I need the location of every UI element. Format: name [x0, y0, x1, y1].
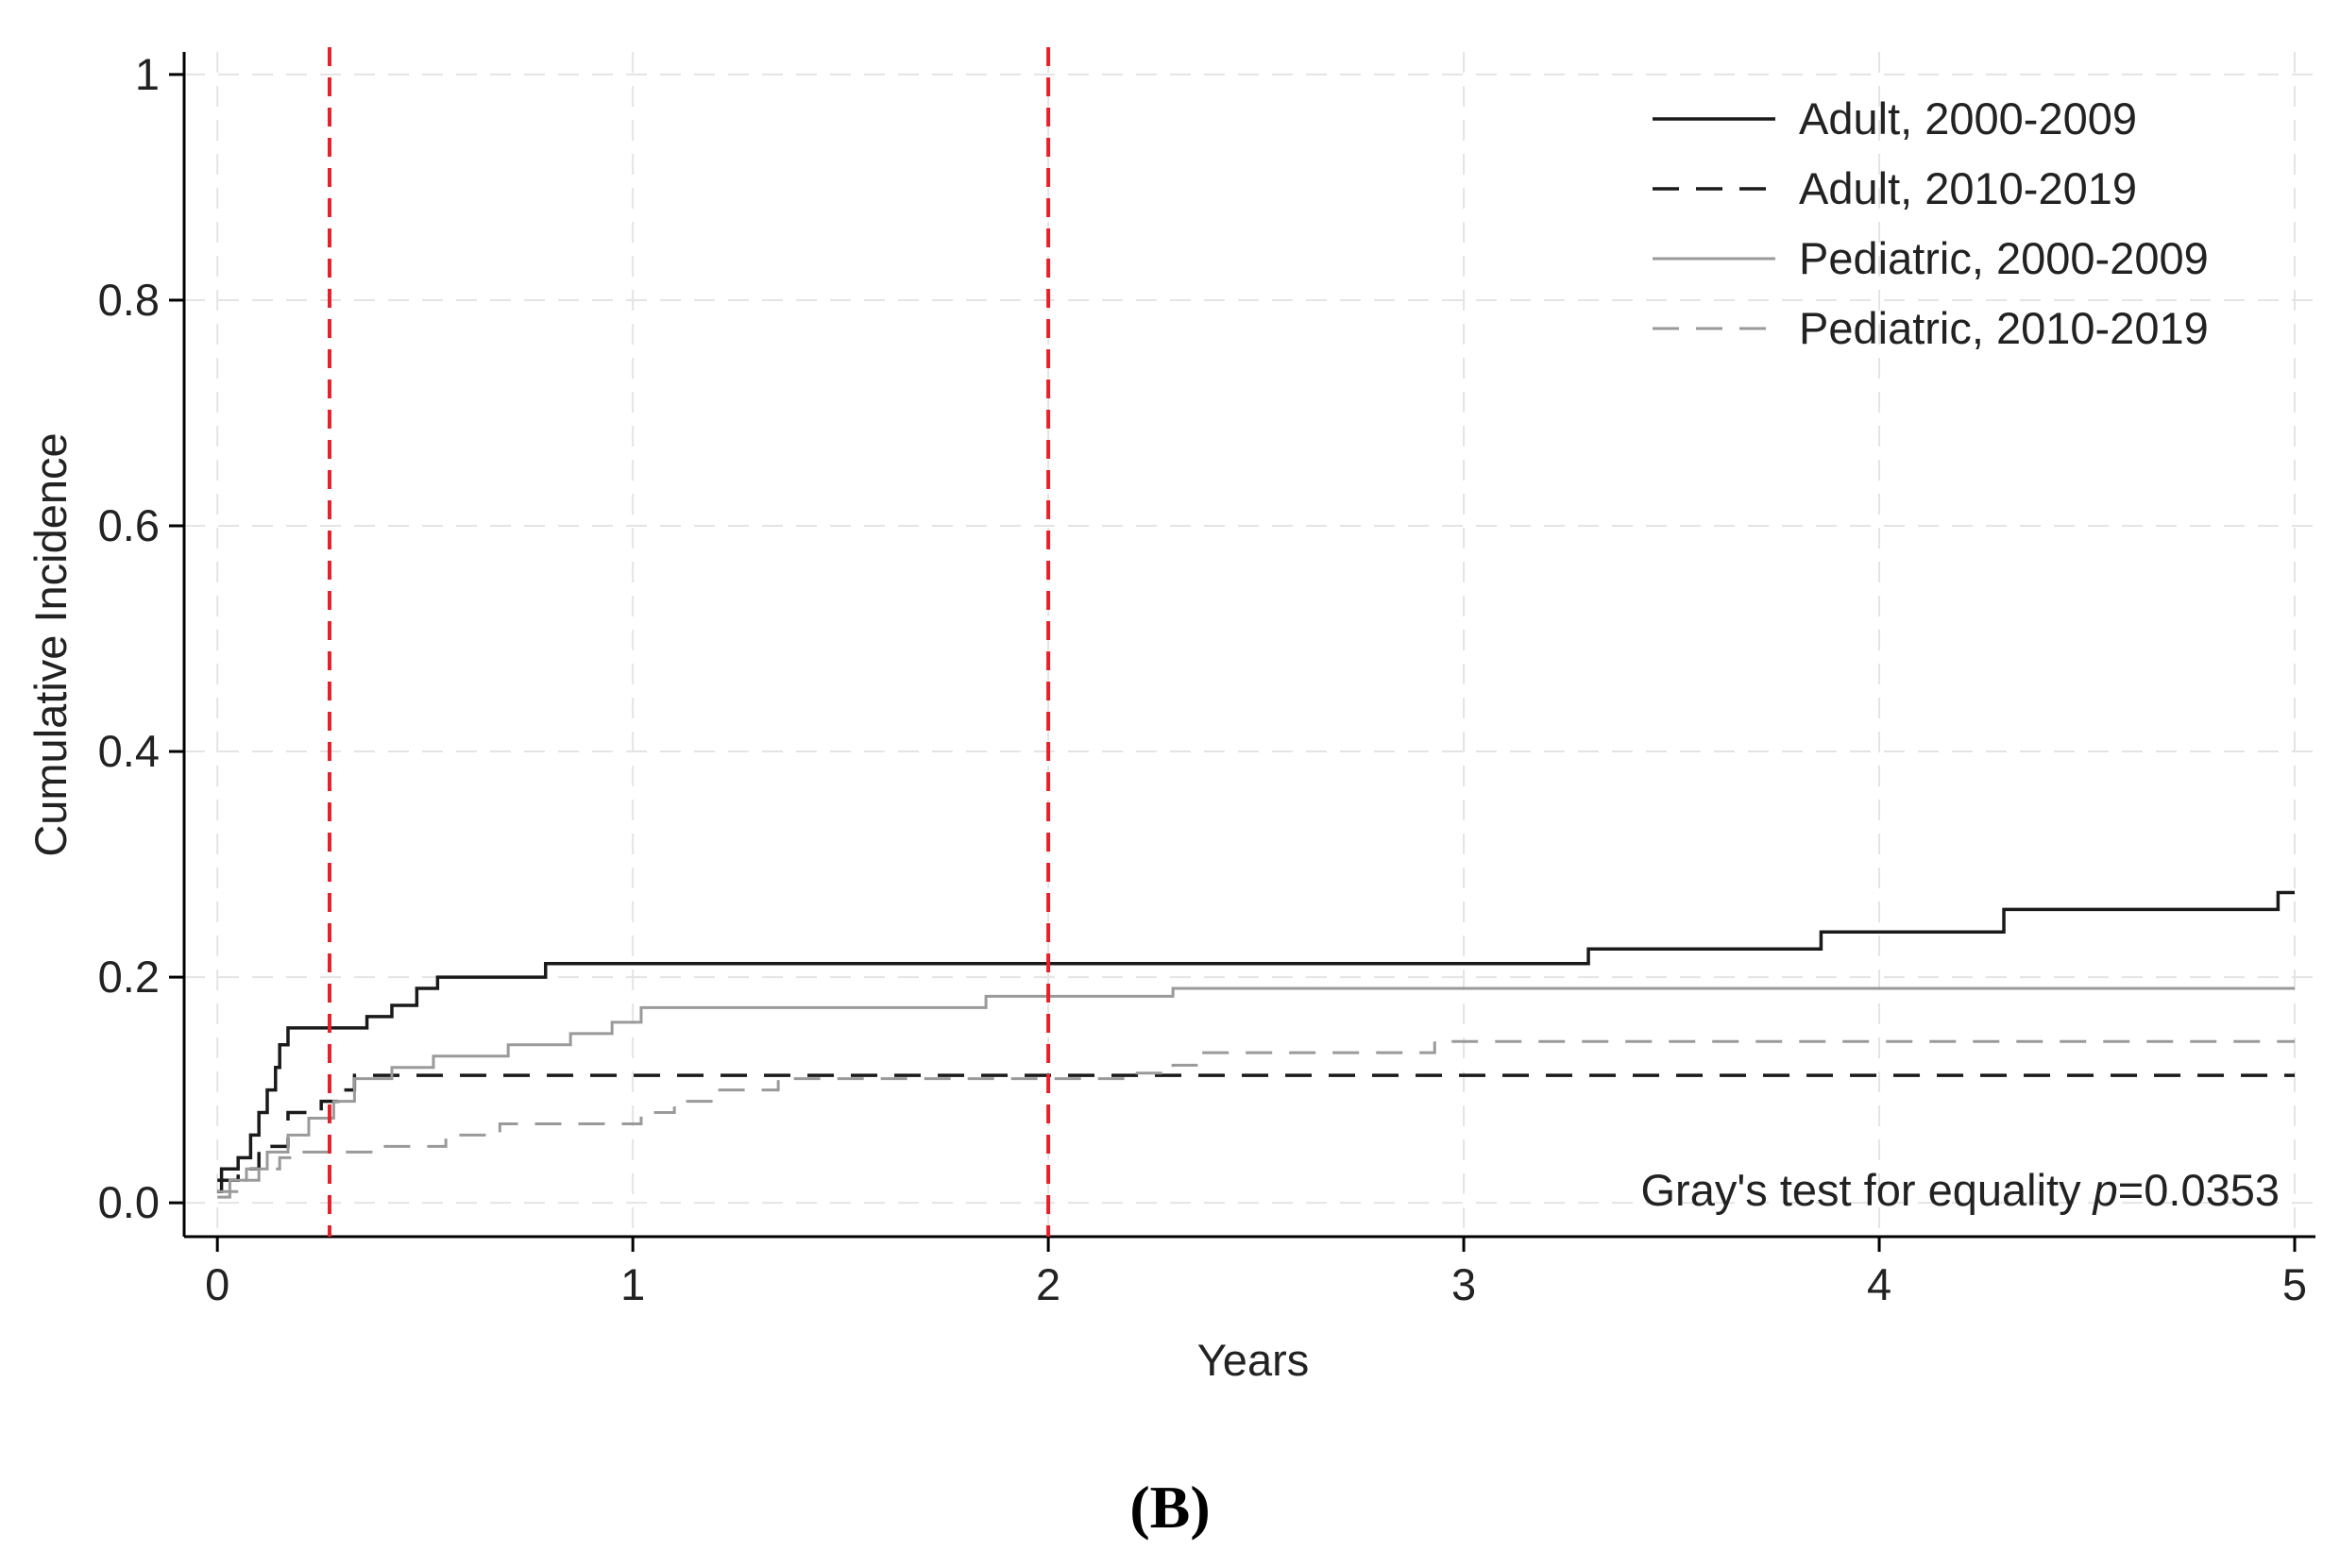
x-tick-label: 0 [205, 1259, 229, 1309]
y-axis-label: Cumulative Incidence [25, 432, 76, 856]
y-tick-label: 0.2 [98, 952, 160, 1002]
series-line-1 [217, 890, 2295, 1193]
legend-label: Adult, 2010-2019 [1799, 163, 2137, 213]
x-tick-label: 2 [1036, 1259, 1060, 1309]
x-axis-label: Years [1197, 1335, 1309, 1385]
y-tick-label: 1 [135, 49, 160, 99]
x-tick-label: 1 [620, 1259, 645, 1309]
panel-label: (B) [1129, 1474, 1210, 1541]
y-tick-label: 0.6 [98, 500, 160, 550]
legend-label: Pediatric, 2000-2009 [1799, 233, 2209, 283]
reference-line-layer [327, 47, 1051, 1237]
axes-layer: 0.0 0.2 0.4 0.6 0.8 1 0 1 2 3 4 5 [98, 49, 2315, 1309]
grays-test-annotation: Gray's test for equality p=0.0353 [1640, 1165, 2280, 1215]
legend: Adult, 2000-2009 Adult, 2010-2019 Pediatri… [1653, 93, 2209, 353]
y-tick-label: 0.8 [98, 275, 160, 325]
series-line-3 [217, 986, 2295, 1193]
y-tick-label: 0.4 [98, 726, 160, 776]
legend-label: Adult, 2000-2009 [1799, 93, 2137, 143]
series-layer [217, 890, 2295, 1199]
grid-layer [184, 52, 2315, 1237]
series-line-2 [217, 1073, 2295, 1182]
x-tick-label: 5 [2282, 1259, 2307, 1309]
x-tick-label: 3 [1451, 1259, 1476, 1309]
x-tick-label: 4 [1867, 1259, 1891, 1309]
y-tick-label: 0.0 [98, 1177, 160, 1227]
series-line-4 [217, 1039, 2295, 1199]
legend-label: Pediatric, 2010-2019 [1799, 303, 2209, 353]
